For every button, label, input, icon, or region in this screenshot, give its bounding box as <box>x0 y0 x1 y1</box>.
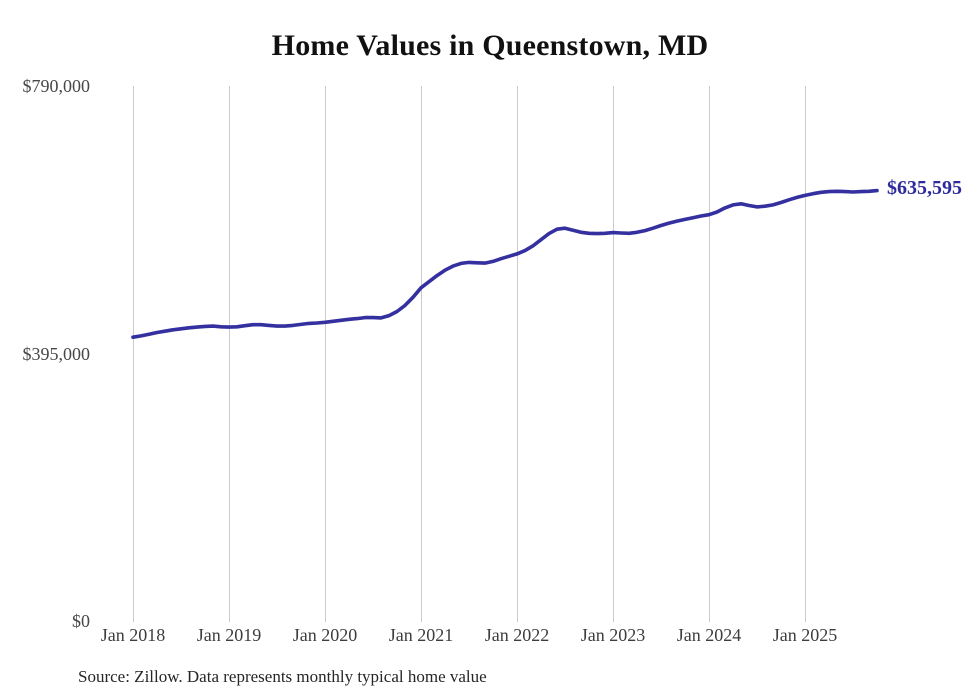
chart-title: Home Values in Queenstown, MD <box>271 29 709 62</box>
x-axis-tick-label: Jan 2021 <box>388 625 454 645</box>
x-axis-tick-label: Jan 2022 <box>484 625 550 645</box>
x-axis-tick-label: Jan 2024 <box>676 625 742 645</box>
source-note: Source: Zillow. Data represents monthly … <box>78 667 487 686</box>
latest-value-label: $635,595 <box>887 177 962 199</box>
x-axis-tick-label: Jan 2023 <box>580 625 646 645</box>
y-axis-tick-label: $395,000 <box>22 343 91 364</box>
x-axis-tick-label: Jan 2025 <box>772 625 838 645</box>
gridlines <box>133 86 806 622</box>
y-axis-tick-label: $0 <box>72 611 90 631</box>
x-axis-tick-label: Jan 2018 <box>100 625 166 645</box>
x-axis-tick-label: Jan 2020 <box>292 625 358 645</box>
y-axis-tick-label: $790,000 <box>22 76 91 96</box>
home-value-line <box>131 188 879 340</box>
x-axis-tick-label: Jan 2019 <box>196 625 262 645</box>
